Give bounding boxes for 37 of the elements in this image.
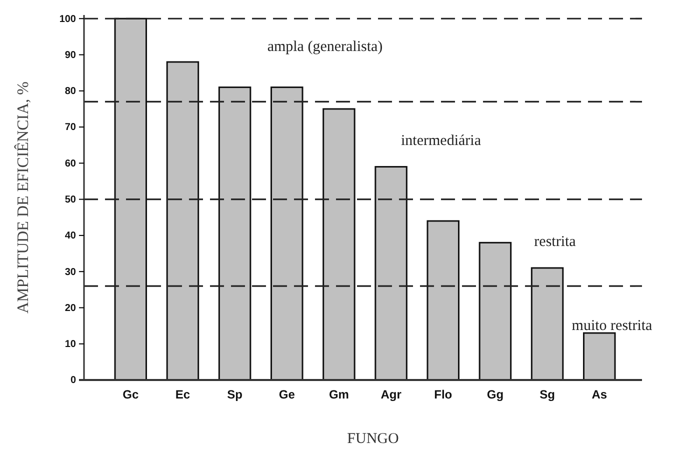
y-tick-label: 20 bbox=[64, 302, 76, 314]
y-tick-label: 60 bbox=[64, 158, 76, 170]
x-tick-label: Flo bbox=[434, 388, 452, 402]
bar bbox=[114, 18, 147, 381]
x-tick-label: Agr bbox=[380, 388, 402, 402]
y-tick-label: 80 bbox=[64, 86, 76, 98]
bar bbox=[166, 61, 200, 381]
bar bbox=[426, 220, 460, 381]
x-tick-label: Gg bbox=[486, 388, 504, 402]
x-tick-label: Sg bbox=[540, 388, 555, 402]
annotation: muito restrita bbox=[572, 318, 653, 334]
bar bbox=[583, 332, 616, 381]
x-tick-label: As bbox=[592, 388, 608, 402]
annotation: intermediária bbox=[401, 133, 482, 149]
x-tick-label: Gm bbox=[328, 388, 349, 402]
bar bbox=[322, 108, 356, 381]
y-tick-label: 40 bbox=[64, 230, 76, 242]
y-tick-label: 70 bbox=[64, 122, 76, 134]
bar bbox=[478, 242, 512, 381]
y-tick-label: 50 bbox=[64, 194, 76, 206]
y-axis-title: AMPLITUDE DE EFICIÊNCIA, % bbox=[14, 82, 32, 314]
x-tick-label: Gc bbox=[122, 388, 139, 402]
y-tick-label: 10 bbox=[64, 339, 76, 350]
bar bbox=[374, 166, 408, 381]
bar bbox=[218, 86, 252, 381]
bar bbox=[270, 86, 304, 381]
x-tick-label: Ec bbox=[175, 388, 190, 402]
y-tick-label: 100 bbox=[59, 14, 76, 25]
y-tick-label: 30 bbox=[64, 266, 76, 278]
bar bbox=[530, 267, 564, 381]
y-tick-label: 90 bbox=[64, 50, 76, 61]
x-axis-title: FUNGO bbox=[347, 431, 399, 447]
annotation: restrita bbox=[534, 234, 576, 250]
x-tick-label: Sp bbox=[227, 388, 242, 402]
annotation: ampla (generalista) bbox=[267, 39, 383, 55]
y-tick-label: 0 bbox=[70, 375, 76, 386]
x-tick-label: Ge bbox=[278, 388, 296, 402]
